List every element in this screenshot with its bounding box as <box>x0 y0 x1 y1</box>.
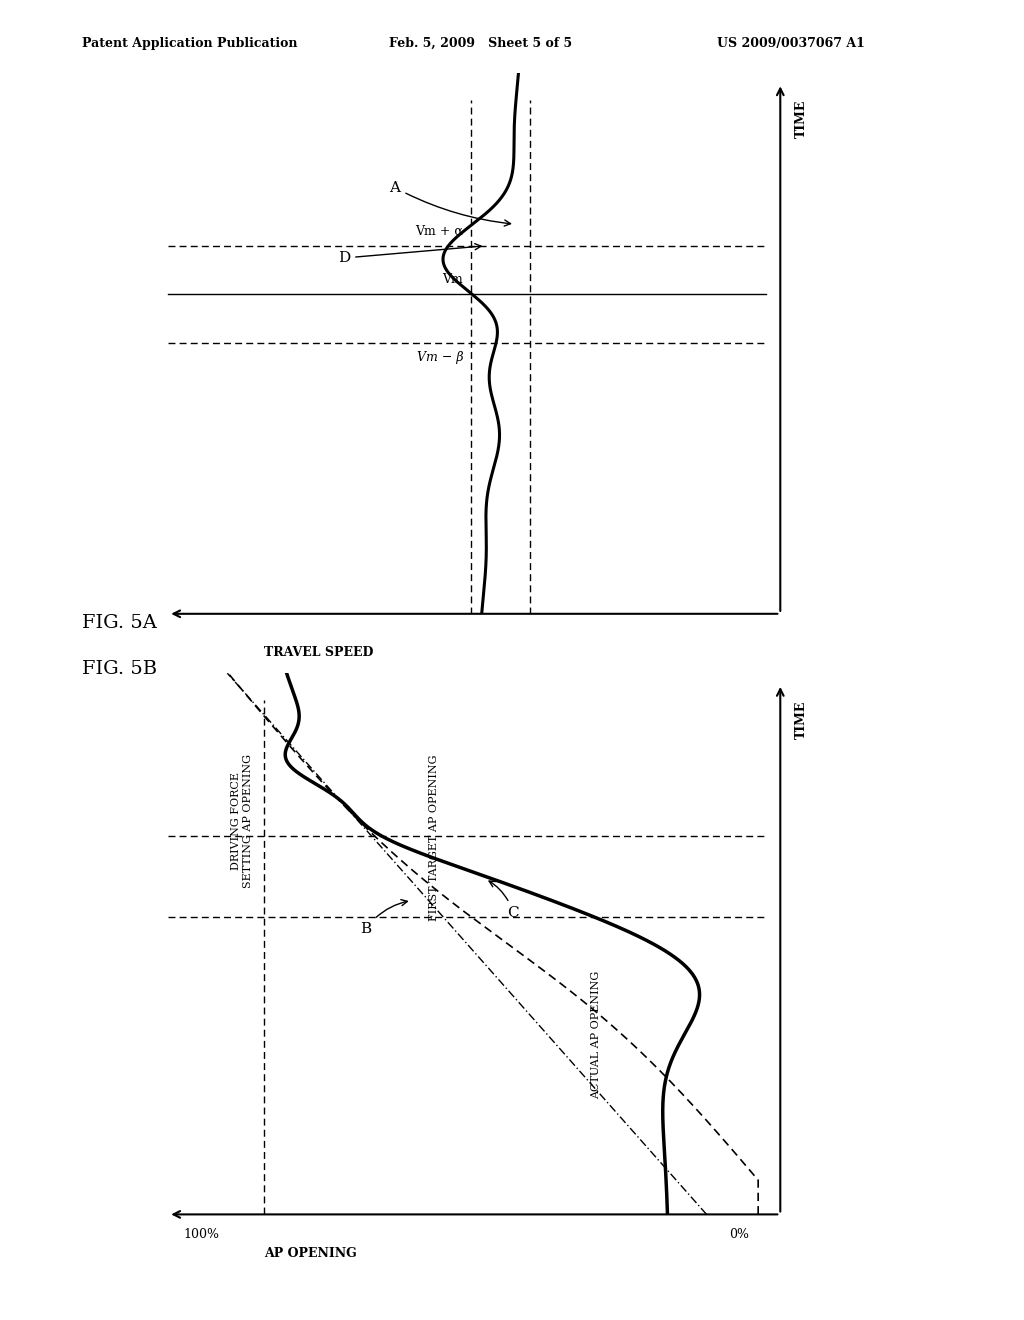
Text: 100%: 100% <box>183 1228 219 1241</box>
Text: TIME: TIME <box>795 99 808 139</box>
Text: AP OPENING: AP OPENING <box>264 1247 357 1259</box>
Text: US 2009/0037067 A1: US 2009/0037067 A1 <box>717 37 864 50</box>
Text: TRAVEL SPEED: TRAVEL SPEED <box>264 647 374 659</box>
Text: Patent Application Publication: Patent Application Publication <box>82 37 297 50</box>
Text: ACTUAL AP OPENING: ACTUAL AP OPENING <box>591 972 601 1100</box>
Text: TIME: TIME <box>795 700 808 739</box>
Text: A: A <box>389 181 511 226</box>
Text: 0%: 0% <box>729 1228 749 1241</box>
Text: FIG. 5B: FIG. 5B <box>82 660 157 678</box>
Text: B: B <box>360 900 408 936</box>
Text: FIRST TARGET AP OPENING: FIRST TARGET AP OPENING <box>429 755 438 921</box>
Text: D: D <box>338 244 481 265</box>
Text: FIG. 5A: FIG. 5A <box>82 614 157 632</box>
Text: Vm: Vm <box>442 273 463 286</box>
Text: DRIVING FORCE
SETTING AP OPENING: DRIVING FORCE SETTING AP OPENING <box>230 755 253 888</box>
Text: Vm − β: Vm − β <box>417 351 463 364</box>
Text: C: C <box>489 880 519 920</box>
Text: Vm + α: Vm + α <box>416 224 463 238</box>
Text: Feb. 5, 2009   Sheet 5 of 5: Feb. 5, 2009 Sheet 5 of 5 <box>389 37 572 50</box>
